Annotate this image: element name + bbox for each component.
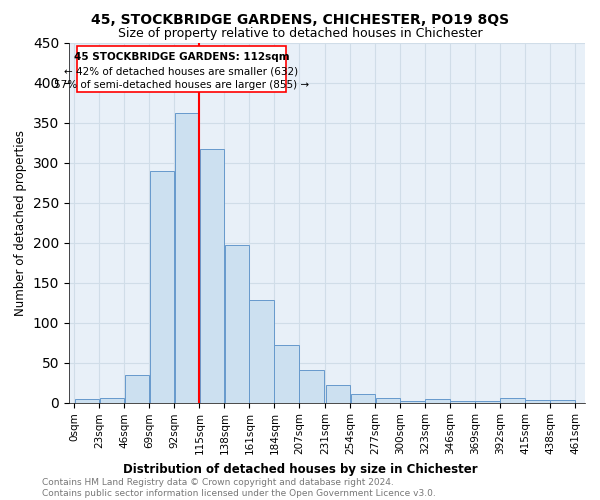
Bar [175, 113, 199, 403]
Text: Size of property relative to detached houses in Chichester: Size of property relative to detached ho… [118, 28, 482, 40]
Bar [149, 170, 174, 402]
Bar [250, 300, 274, 402]
Bar [125, 374, 149, 402]
Bar [326, 385, 350, 402]
FancyBboxPatch shape [77, 46, 286, 92]
Y-axis label: Number of detached properties: Number of detached properties [14, 130, 28, 316]
Bar [500, 398, 525, 402]
Bar [274, 345, 299, 403]
Text: 45 STOCKBRIDGE GARDENS: 112sqm: 45 STOCKBRIDGE GARDENS: 112sqm [74, 52, 289, 62]
Bar [550, 400, 575, 402]
Bar [526, 400, 550, 402]
Bar [100, 398, 124, 402]
Bar [74, 400, 99, 402]
Bar [376, 398, 400, 402]
Text: Distribution of detached houses by size in Chichester: Distribution of detached houses by size … [122, 462, 478, 475]
Bar [475, 401, 500, 402]
Text: 57% of semi-detached houses are larger (855) →: 57% of semi-detached houses are larger (… [54, 80, 309, 90]
Bar [224, 245, 249, 402]
Bar [200, 149, 224, 403]
Text: 45, STOCKBRIDGE GARDENS, CHICHESTER, PO19 8QS: 45, STOCKBRIDGE GARDENS, CHICHESTER, PO1… [91, 12, 509, 26]
Bar [425, 400, 450, 402]
Bar [350, 394, 375, 402]
Bar [451, 401, 475, 402]
Text: Contains HM Land Registry data © Crown copyright and database right 2024.
Contai: Contains HM Land Registry data © Crown c… [42, 478, 436, 498]
Bar [299, 370, 324, 402]
Bar [400, 401, 425, 402]
Text: ← 42% of detached houses are smaller (632): ← 42% of detached houses are smaller (63… [64, 66, 298, 76]
